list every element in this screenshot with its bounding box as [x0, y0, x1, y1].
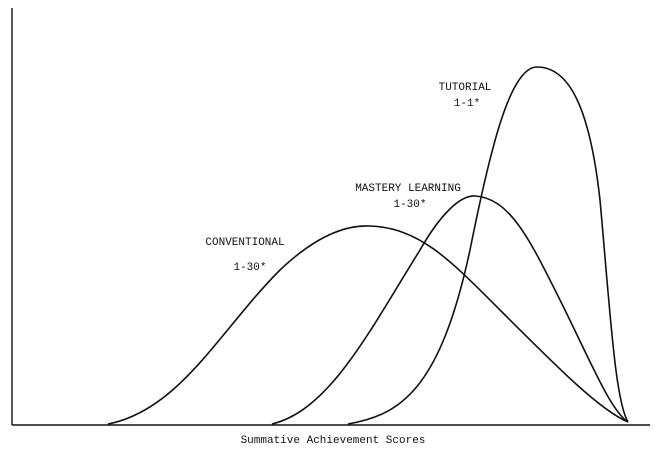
curve-sublabel: 1-30* — [393, 199, 426, 211]
curve-label: TUTORIAL — [439, 82, 492, 94]
x-axis-label: Summative Achievement Scores — [241, 435, 426, 447]
conventional-curve — [107, 225, 629, 425]
tutorial-curve — [347, 66, 629, 425]
mastery-curve — [271, 195, 629, 425]
curve-label: MASTERY LEARNING — [355, 183, 461, 195]
curve-label: CONVENTIONAL — [205, 237, 284, 249]
curve-sublabel: 1-30* — [233, 262, 266, 274]
curve-sublabel: 1-1* — [454, 98, 480, 110]
